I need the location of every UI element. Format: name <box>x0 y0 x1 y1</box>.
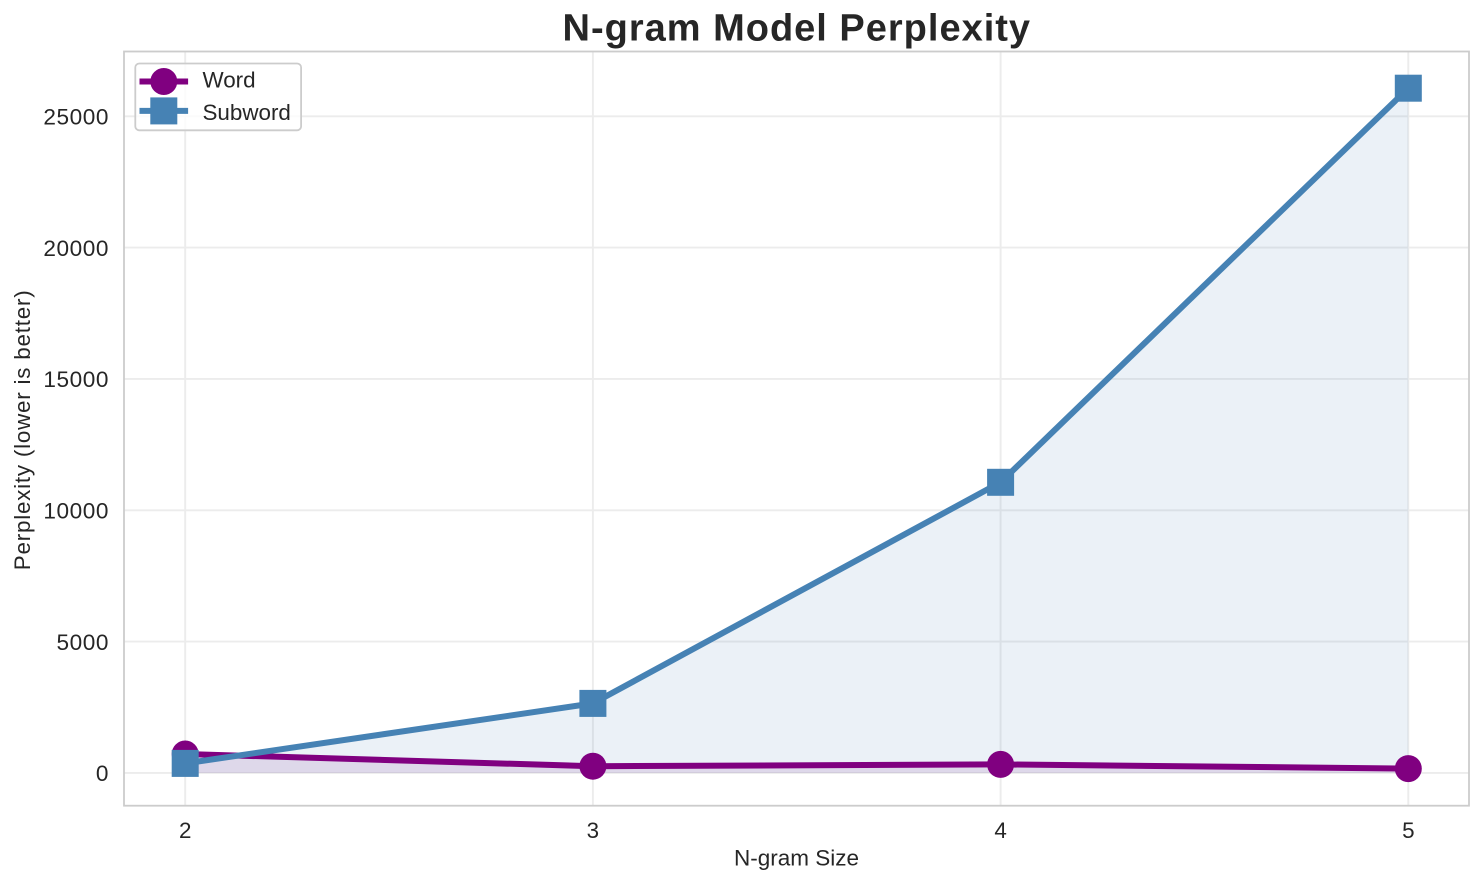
svg-text:0: 0 <box>96 761 109 786</box>
svg-text:Subword: Subword <box>203 100 291 125</box>
svg-text:N-gram Model Perplexity: N-gram Model Perplexity <box>563 8 1032 50</box>
svg-text:4: 4 <box>994 818 1006 843</box>
svg-text:20000: 20000 <box>43 236 109 261</box>
svg-text:Word: Word <box>203 68 256 93</box>
svg-text:25000: 25000 <box>43 105 109 130</box>
svg-text:10000: 10000 <box>43 499 109 524</box>
svg-text:3: 3 <box>587 818 599 843</box>
svg-text:15000: 15000 <box>43 367 109 392</box>
svg-text:Perplexity (lower is better): Perplexity (lower is better) <box>10 290 35 571</box>
svg-text:2: 2 <box>179 818 191 843</box>
svg-text:N-gram Size: N-gram Size <box>734 846 859 871</box>
svg-text:5000: 5000 <box>57 630 109 655</box>
svg-text:5: 5 <box>1402 818 1414 843</box>
